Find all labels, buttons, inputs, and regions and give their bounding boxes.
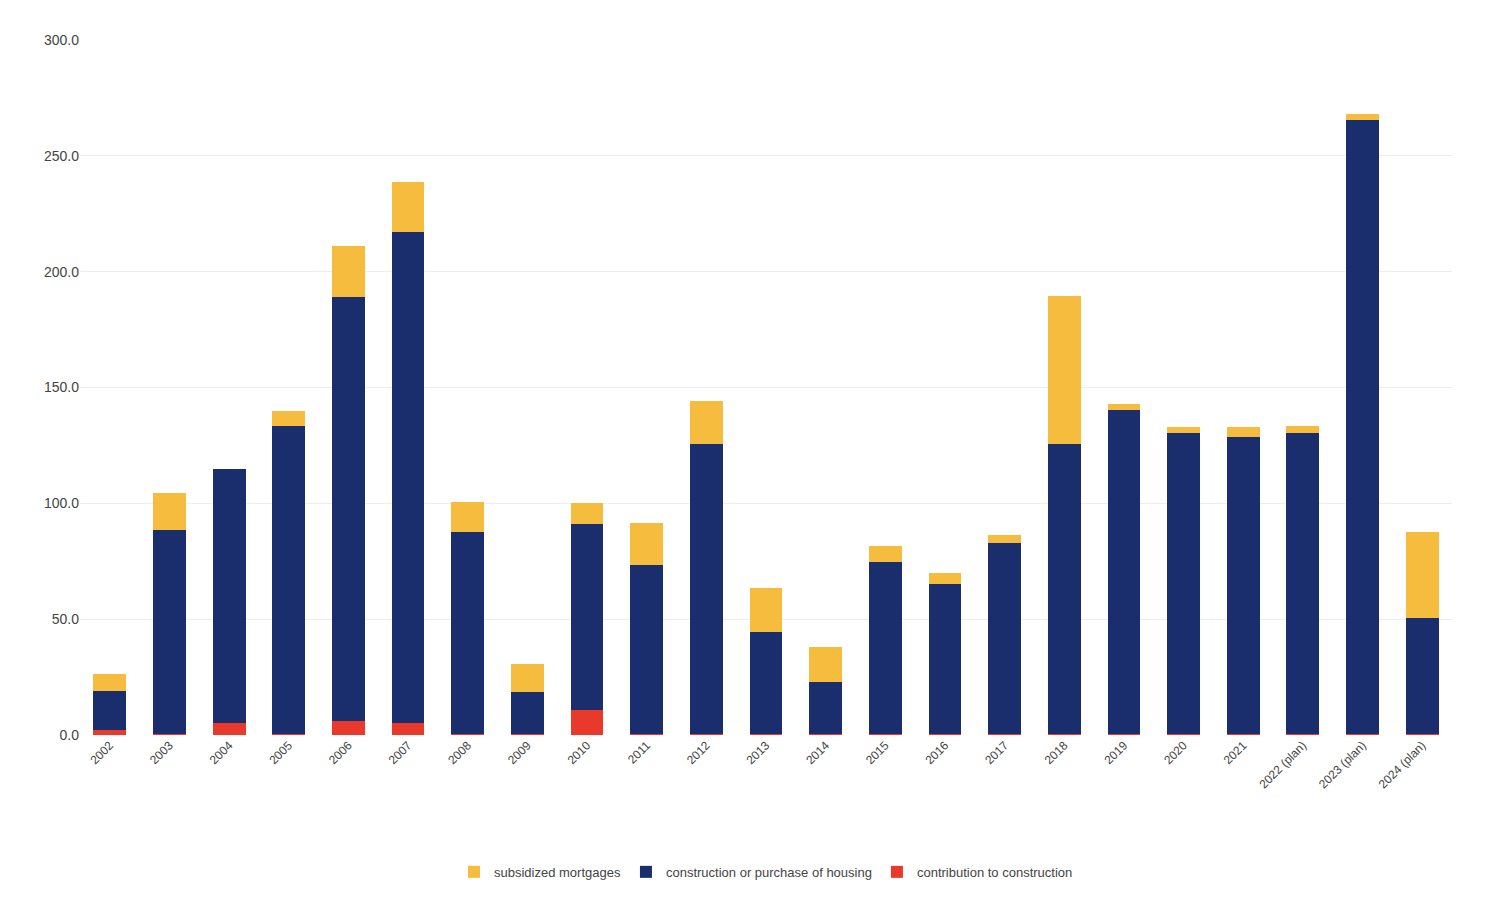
svg-text:2015: 2015 <box>863 738 892 767</box>
svg-text:0.0: 0.0 <box>60 727 80 743</box>
svg-text:2017: 2017 <box>982 738 1011 767</box>
svg-text:2023 (plan): 2023 (plan) <box>1316 738 1369 791</box>
svg-text:100.0: 100.0 <box>44 495 79 511</box>
svg-text:2009: 2009 <box>505 738 534 767</box>
svg-text:300.0: 300.0 <box>44 32 79 48</box>
svg-text:2006: 2006 <box>326 738 355 767</box>
svg-text:2022 (plan): 2022 (plan) <box>1256 738 1309 791</box>
svg-text:2018: 2018 <box>1042 738 1071 767</box>
svg-text:2011: 2011 <box>625 738 653 766</box>
svg-text:2002: 2002 <box>87 738 116 767</box>
svg-text:150.0: 150.0 <box>44 379 79 395</box>
svg-text:construction or purchase of ho: construction or purchase of housing <box>666 865 872 880</box>
svg-text:2003: 2003 <box>147 738 176 767</box>
svg-text:2004: 2004 <box>207 738 236 767</box>
svg-text:2019: 2019 <box>1101 738 1130 767</box>
svg-text:2021: 2021 <box>1221 738 1250 767</box>
svg-text:2012: 2012 <box>684 738 713 767</box>
svg-text:2013: 2013 <box>744 738 773 767</box>
svg-text:2007: 2007 <box>386 738 415 767</box>
svg-text:50.0: 50.0 <box>52 611 79 627</box>
svg-text:250.0: 250.0 <box>44 148 79 164</box>
svg-text:2008: 2008 <box>445 738 474 767</box>
svg-text:contribution to construction: contribution to construction <box>917 865 1072 880</box>
svg-text:subsidized mortgages: subsidized mortgages <box>494 865 621 880</box>
svg-text:200.0: 200.0 <box>44 264 79 280</box>
svg-text:2005: 2005 <box>266 738 295 767</box>
svg-text:2010: 2010 <box>565 738 594 767</box>
svg-text:2016: 2016 <box>923 738 952 767</box>
svg-text:2014: 2014 <box>803 738 832 767</box>
svg-text:2024 (plan): 2024 (plan) <box>1376 738 1429 791</box>
svg-text:2020: 2020 <box>1161 738 1190 767</box>
